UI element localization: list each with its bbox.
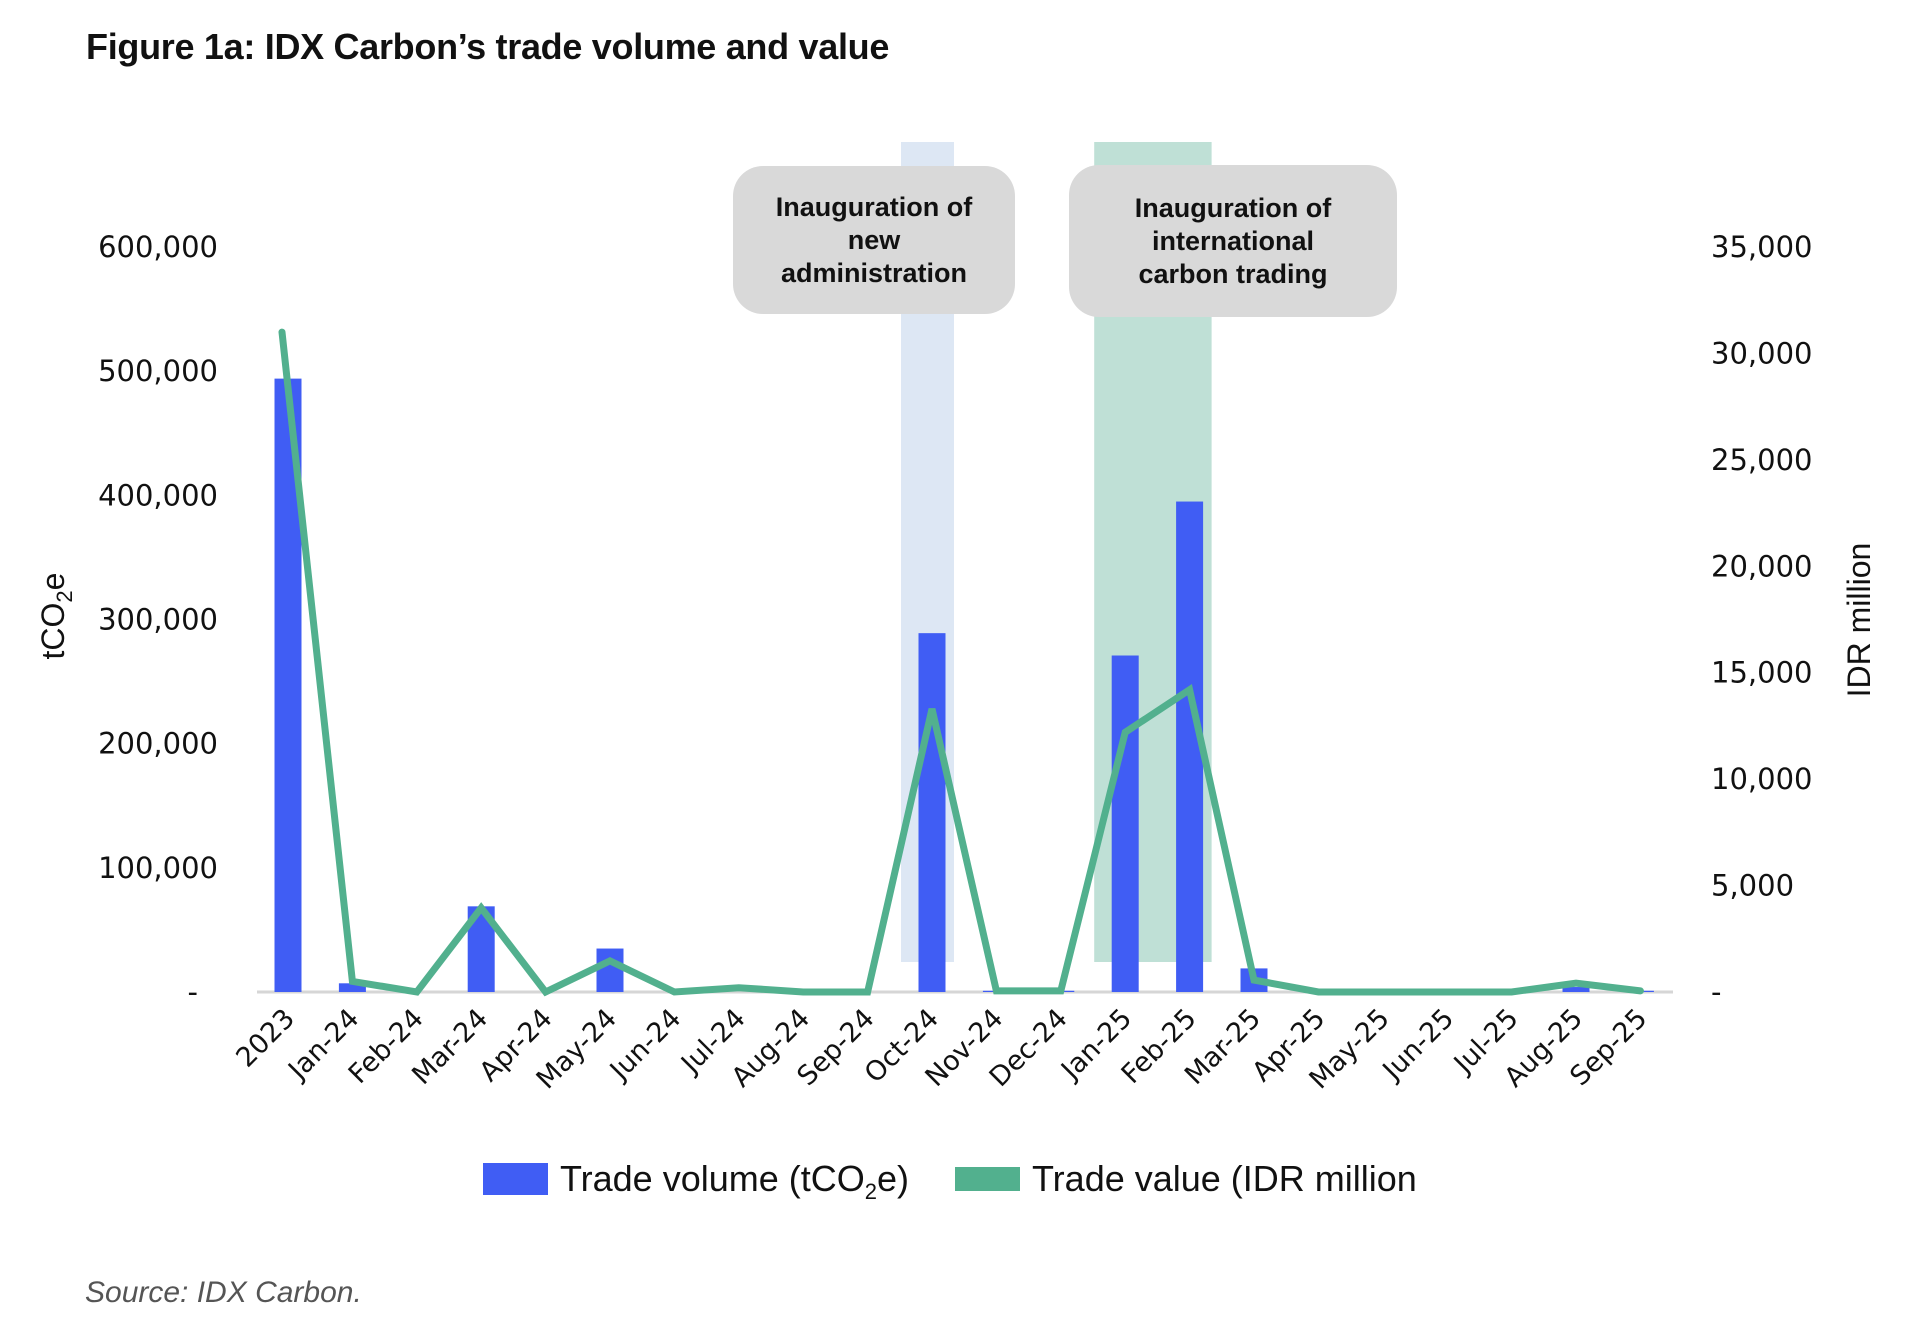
left-tick-label: 400,000 <box>98 478 218 512</box>
x-axis-ticks: 2023Jan-24Feb-24Mar-24Apr-24May-24Jun-24… <box>230 1003 1653 1095</box>
bar-Jan-25 <box>1111 655 1139 992</box>
annotation-line: administration <box>780 257 967 288</box>
annotation-line: new <box>847 224 901 255</box>
right-axis-title: IDR million <box>1841 543 1877 698</box>
annotation-line: carbon trading <box>1138 258 1328 289</box>
legend-label-value: Trade value (IDR million <box>1032 1158 1417 1199</box>
left-tick-label: 200,000 <box>98 727 218 761</box>
right-tick-label: 15,000 <box>1711 656 1812 690</box>
right-axis-ticks: - 5,000 10,000 15,000 20,000 25,000 30,000 35,0… <box>1711 230 1812 1009</box>
annotation-international-carbon-trading: Inauguration of international carbon tra… <box>1069 165 1397 317</box>
left-tick-label: - <box>188 975 198 1009</box>
right-tick-label: 25,000 <box>1711 443 1812 477</box>
left-tick-label: 600,000 <box>98 230 218 264</box>
x-tick-label: Jun-25 <box>1376 1003 1460 1087</box>
right-tick-label: 30,000 <box>1711 336 1812 370</box>
value-line <box>278 328 1644 997</box>
legend-swatch-value <box>955 1167 1021 1191</box>
bar-Aug-25 <box>1562 987 1590 992</box>
left-tick-label: 300,000 <box>98 603 218 637</box>
source-note: Source: IDX Carbon. <box>85 1276 362 1309</box>
annotation-line: Inauguration of <box>775 191 973 222</box>
right-tick-label: - <box>1711 975 1721 1009</box>
bar-Feb-25 <box>1176 501 1204 992</box>
legend-item-volume: Trade volume (tCO2e) <box>483 1158 910 1204</box>
legend-label-volume: Trade volume (tCO2e) <box>560 1158 910 1204</box>
bar-Oct-24 <box>918 633 946 992</box>
left-axis-title: tCO2e <box>35 573 77 660</box>
annotation-new-administration: Inauguration of new administration <box>733 166 1015 314</box>
bar-May-24 <box>596 948 624 992</box>
left-axis-ticks: - 100,000 200,000 300,000 400,000 500,000 600,… <box>98 230 218 1009</box>
annotation-line: Inauguration of <box>1134 192 1332 223</box>
right-tick-label: 35,000 <box>1711 230 1812 264</box>
left-tick-label: 500,000 <box>98 354 218 388</box>
legend-swatch-volume <box>483 1163 548 1195</box>
left-tick-label: 100,000 <box>98 851 218 885</box>
right-tick-label: 5,000 <box>1711 869 1794 903</box>
annotation-line: international <box>1151 225 1314 256</box>
volume-bars <box>274 378 1654 992</box>
x-tick-label: Jun-24 <box>603 1003 687 1087</box>
chart-title: Figure 1a: IDX Carbon’s trade volume and… <box>86 26 890 67</box>
legend: Trade volume (tCO2e) Trade value (IDR mi… <box>483 1158 1463 1204</box>
bar-Jan-24 <box>338 983 366 992</box>
value-series-line <box>278 328 1644 997</box>
right-tick-label: 20,000 <box>1711 549 1812 583</box>
legend-item-value: Trade value (IDR million <box>955 1158 1417 1200</box>
right-tick-label: 10,000 <box>1711 762 1812 796</box>
